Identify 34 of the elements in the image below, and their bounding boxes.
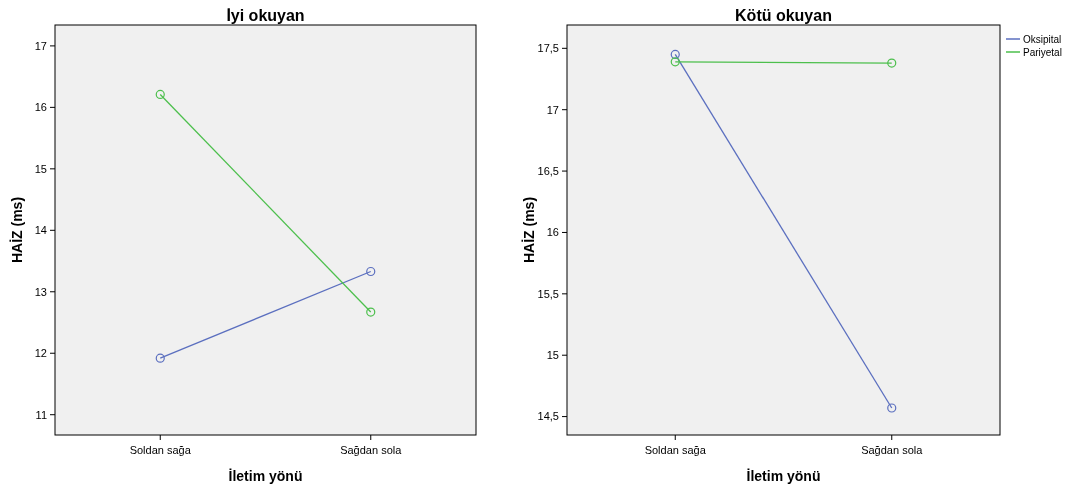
point [155,353,165,363]
y-axis-title: HAİZ (ms) [521,196,537,264]
y-tick-label: 14,5 [537,410,559,423]
point [887,58,897,68]
point [887,403,897,413]
x-tick-label: Sağdan sola [861,444,924,456]
point [670,49,680,60]
x-tick-label: Sağdan sola [340,444,403,456]
legend-label: Oksipital [1023,33,1062,45]
y-tick-label: 13 [34,285,47,298]
y-tick-label: 11 [35,408,47,421]
x-tick-label: Soldan sağa [129,444,192,456]
point [366,266,376,277]
x-axis-title: İletim yönü [746,468,821,484]
y-tick-label: 16,5 [537,164,559,177]
legend-label: Pariyetal [1023,46,1062,58]
x-tick-label: Soldan sağa [644,444,707,456]
chart-title: İyi okuyan [226,7,305,24]
y-tick-label: 15,5 [537,287,559,300]
y-tick-label: 15 [546,349,559,362]
point [670,57,680,67]
y-tick-label: 17 [546,103,559,116]
point [366,307,376,317]
y-tick-label: 17,5 [537,42,559,55]
point [155,89,165,100]
y-tick-label: 16 [546,226,559,239]
x-axis-title: İletim yönü [228,468,303,484]
y-tick-label: 16 [34,101,47,114]
y-tick-label: 15 [34,162,47,175]
y-axis-title: HAİZ (ms) [9,196,25,264]
y-tick-label: 14 [34,224,47,237]
y-tick-label: 17 [34,39,47,52]
y-tick-label: 12 [34,347,47,360]
chart-title: Kötü okuyan [735,7,832,24]
